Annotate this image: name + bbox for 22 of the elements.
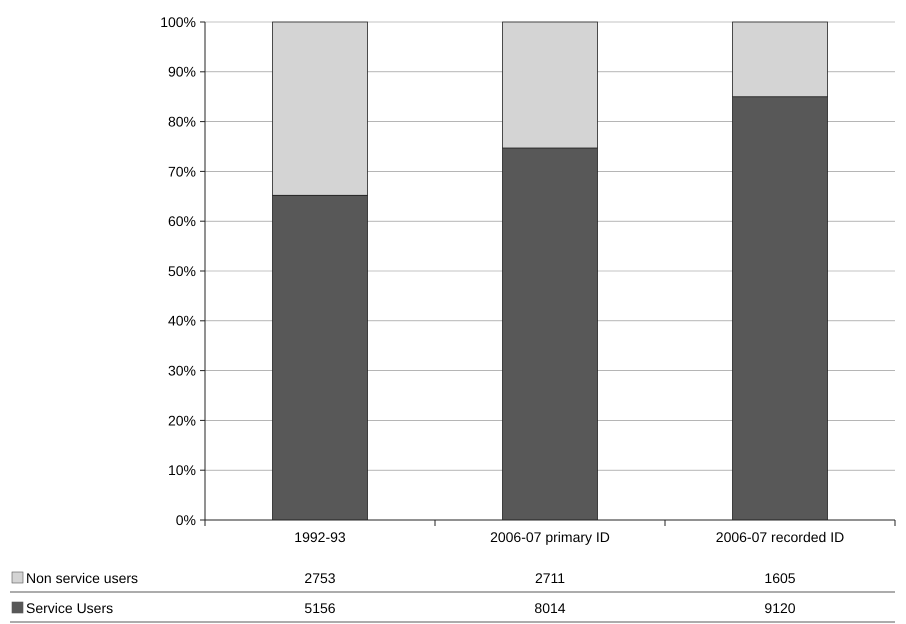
text: 9120: [764, 600, 796, 616]
legend-label: Non service users: [26, 570, 138, 586]
y-tick-label: 20%: [168, 412, 196, 428]
text: 2711: [534, 570, 566, 586]
text: 1605: [764, 570, 796, 586]
x-tick-label: 1992-93: [294, 529, 346, 545]
y-tick-label: 60%: [168, 213, 196, 230]
y-tick-label: 10%: [168, 462, 196, 478]
x-tick-label: 2006-07 recorded ID: [716, 529, 844, 545]
legend-label: Service Users: [26, 600, 114, 616]
x-tick-label: 2006-07 primary ID: [490, 529, 610, 545]
y-tick-label: 0%: [176, 512, 196, 528]
y-tick-label: 40%: [168, 312, 196, 329]
text: 8014: [534, 600, 566, 616]
y-tick-label: 80%: [168, 114, 196, 130]
y-tick-label: 90%: [168, 64, 196, 80]
y-tick-label: 100%: [160, 14, 196, 30]
y-tick-label: 30%: [168, 362, 196, 378]
text: 2753: [304, 570, 336, 586]
text: 5156: [304, 600, 336, 616]
y-tick-label: 70%: [168, 163, 196, 180]
y-tick-label: 50%: [168, 262, 196, 279]
